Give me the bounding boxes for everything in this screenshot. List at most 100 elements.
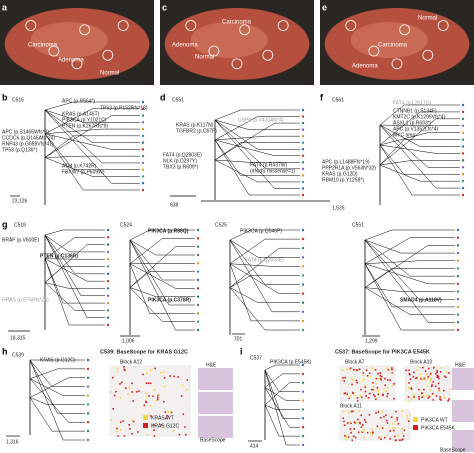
sample-circle [71,58,83,70]
tree-branch [29,368,85,379]
tree-branch [229,263,300,294]
stain-dot [395,410,397,413]
stain-dot [365,421,367,423]
stain-dot [421,392,423,395]
annotation: 1,316 [6,439,19,445]
stain-dot [143,404,146,407]
stain-dot [426,373,428,376]
tree-branch [364,268,455,288]
stain-dot [408,369,410,372]
sample-circle [277,20,289,31]
stain-dot [186,379,189,381]
tree-tip [301,408,305,411]
stain-dot [359,422,361,425]
annotation: 18,315 [10,335,26,341]
stain-dot [384,377,386,380]
tree-branch [229,238,300,264]
stain-dot [152,395,154,398]
stain-dot [427,397,430,399]
tree-branch [44,229,105,236]
tree-tip [106,228,110,232]
stain-dot [352,410,354,413]
stain-dot [372,393,375,396]
tree-tip [461,117,465,121]
stain-dot [349,368,351,371]
sample-circle [231,58,243,70]
tree-branch [44,101,140,111]
stain-dot [407,396,410,398]
annotation: KRAS (p.G12D) [322,171,358,177]
tree-branch [44,234,105,297]
stain-dot [364,386,367,389]
stain-dot [360,396,363,399]
stain-dot [378,377,380,380]
stain-dot [131,391,134,393]
tree-branch [379,124,460,168]
stain-dot [116,427,118,430]
stain-dot [409,373,411,376]
tree-branch [44,109,140,123]
stain-dot [401,428,403,430]
tree-tip [106,243,110,246]
tree-branch [214,135,300,141]
annotation: PIK3CA (p.R88Q) [148,228,189,234]
annotation: NLK (p.D297Y) [163,158,197,164]
tree-tip [86,403,90,406]
tree-tip [456,282,460,286]
tree-branch [129,263,195,314]
annotation: APC (p.L1488Ffs*19) [322,159,370,165]
stain-dot [156,396,159,399]
stain-dot [412,397,415,400]
tree-branch [214,159,300,163]
stain-dot [398,439,401,441]
annotation: Block A10 [410,359,432,365]
stain-dot [424,370,427,372]
annotation: C518 [14,222,26,228]
annotation: 1,299 [365,338,378,344]
stain-dot [361,380,364,382]
tree-tip [456,298,460,301]
panel-label: b [2,92,8,102]
annotation: BRAF (p.V600E) [2,237,40,243]
annotation: C551 [352,222,364,228]
tree-tip [301,265,305,268]
tree-branch [44,258,105,282]
stain-dot [383,415,385,418]
annotation: C516 [12,97,24,103]
stain-dot [342,410,345,413]
tree-branch [364,287,455,315]
tree-tip [461,186,465,190]
stain-dot [390,372,392,375]
tree-tip [106,294,110,297]
tree-tip [456,321,460,324]
micrograph [198,416,233,438]
tree-tip [456,328,460,332]
stain-dot [391,427,394,430]
stain-dot [128,386,131,389]
stain-dot [374,395,376,398]
tissue-fold [30,22,108,58]
stain-dot [389,438,391,440]
tree-tip [196,278,200,282]
stain-dot [372,385,375,388]
tree-branch [264,369,300,446]
photo-annotation: Normal [100,71,119,77]
tree-tip [141,175,145,178]
annotation: PIK3CA (p.E545K) [270,359,312,365]
stain-dot [160,424,163,426]
stain-dot [345,438,348,441]
tree-tip [301,193,305,197]
tree-branch [44,109,140,164]
stain-dot [400,439,403,441]
tree-tip [196,312,200,315]
stain-dot [363,428,366,431]
stain-dot [360,388,362,391]
tree-branch [214,116,300,141]
stain-dot [152,424,155,426]
tree-branch [214,119,300,130]
stain-dot [402,432,404,435]
sample-circle [437,20,449,31]
stain-dot [363,378,365,381]
tree-branch [44,133,140,170]
stain-dot [432,399,435,401]
